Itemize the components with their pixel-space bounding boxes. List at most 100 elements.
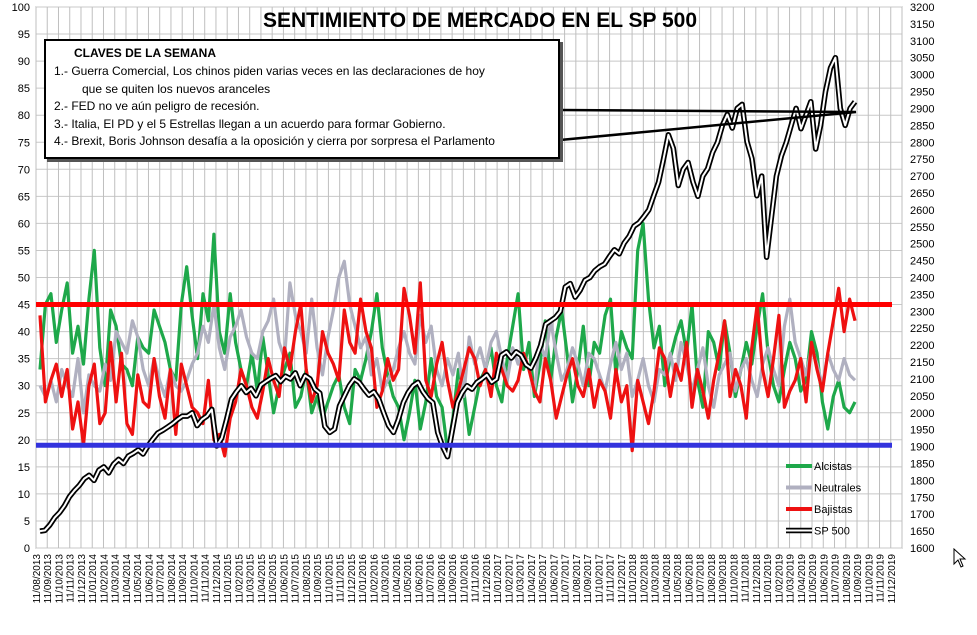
x-tick-label: 11/10/2013 <box>54 554 65 604</box>
y-left-tick-label: 40 <box>18 327 30 339</box>
y-right-tick-label: 2950 <box>910 87 934 99</box>
x-tick-label: 11/11/2017 <box>606 554 617 603</box>
series-line-bajistas <box>38 281 857 458</box>
x-tick-label: 11/07/2018 <box>696 554 707 604</box>
y-right-tick-label: 1600 <box>910 543 934 555</box>
x-tick-label: 11/09/2019 <box>853 554 864 604</box>
y-right-tick-label: 1750 <box>910 492 934 504</box>
y-right-tick-label: 3000 <box>910 70 934 82</box>
x-tick-label: 11/09/2014 <box>178 554 189 604</box>
y-left-tick-label: 10 <box>18 489 30 501</box>
x-tick-label: 11/02/2016 <box>369 554 380 604</box>
x-tick-label: 11/06/2016 <box>414 554 425 604</box>
x-tick-label: 11/04/2014 <box>122 554 133 604</box>
weekly-keys-box: CLAVES DE LA SEMANA 1.- Guerra Comercial… <box>44 39 560 159</box>
legend-label: Alcistas <box>814 461 852 473</box>
weekly-key-2: 2.- FED no ve aún peligro de recesión. <box>54 99 260 113</box>
y-right-tick-label: 2650 <box>910 188 934 200</box>
x-tick-label: 11/04/2016 <box>392 554 403 604</box>
x-tick-label: 11/09/2013 <box>43 554 54 604</box>
y-right-tick-label: 2600 <box>910 205 934 217</box>
y-axis-right: 1600 1650 1700 1750 1800 1850 1900 1950 2000 2050… <box>910 2 934 555</box>
y-right-tick-label: 1900 <box>910 442 934 454</box>
reference-lines <box>36 302 892 448</box>
weekly-key-1-cont: que se quiten los nuevos aranceles <box>82 81 271 96</box>
legend-label: Neutrales <box>814 483 862 495</box>
x-tick-label: 11/12/2015 <box>347 554 358 604</box>
y-left-tick-label: 50 <box>18 273 30 285</box>
x-tick-label: 11/03/2015 <box>246 554 257 604</box>
x-tick-label: 11/04/2015 <box>257 554 268 604</box>
y-left-tick-label: 45 <box>18 300 30 312</box>
mouse-pointer-icon <box>953 548 967 568</box>
x-tick-label: 11/07/2019 <box>831 554 842 604</box>
x-tick-label: 11/08/2017 <box>572 554 583 604</box>
x-tick-label: 11/07/2014 <box>156 554 167 604</box>
y-right-tick-label: 2800 <box>910 137 934 149</box>
x-tick-label: 11/07/2017 <box>561 554 572 604</box>
x-tick-label: 11/10/2016 <box>459 554 470 604</box>
x-tick-label: 11/08/2014 <box>167 554 178 604</box>
y-left-tick-label: 25 <box>18 408 30 420</box>
y-right-tick-label: 2500 <box>910 239 934 251</box>
x-tick-label: 11/02/2015 <box>234 554 245 604</box>
x-tick-label: 11/02/2014 <box>99 554 110 604</box>
y-right-tick-label: 3100 <box>910 36 934 48</box>
y-right-tick-label: 2750 <box>910 154 934 166</box>
x-tick-label: 11/02/2019 <box>774 554 785 604</box>
callout-connector <box>559 108 857 142</box>
y-left-tick-label: 0 <box>24 543 30 555</box>
y-right-tick-label: 2450 <box>910 256 934 268</box>
x-tick-label: 11/10/2017 <box>594 554 605 604</box>
y-right-tick-label: 1650 <box>910 526 934 538</box>
x-tick-label: 11/01/2014 <box>88 554 99 604</box>
y-axis-left: 0 5 10 15 20 25 30 35 40 45 50 55 60 65 70 75 80 85 90 95 10… <box>12 2 30 555</box>
x-tick-label: 11/11/2016 <box>471 554 482 603</box>
x-tick-label: 11/09/2016 <box>448 554 459 604</box>
x-tick-label: 11/10/2015 <box>324 554 335 604</box>
x-tick-label: 11/11/2014 <box>201 554 212 603</box>
x-tick-label: 11/09/2015 <box>313 554 324 604</box>
x-tick-label: 11/03/2016 <box>381 554 392 604</box>
weekly-key-3: 3.- Italia, El PD y el 5 Estrellas llega… <box>54 116 446 131</box>
y-right-tick-label: 2150 <box>910 357 934 369</box>
y-right-tick-label: 2100 <box>910 374 934 386</box>
weekly-key-1: 1.- Guerra Comercial, Los chinos piden v… <box>54 64 485 78</box>
x-tick-label: 11/11/2015 <box>336 554 347 603</box>
y-right-tick-label: 2200 <box>910 340 934 352</box>
x-tick-label: 11/01/2017 <box>493 554 504 604</box>
x-tick-label: 11/05/2019 <box>808 554 819 604</box>
x-tick-label: 11/09/2017 <box>583 554 594 604</box>
y-left-tick-label: 85 <box>18 83 30 95</box>
y-right-tick-label: 2300 <box>910 306 934 318</box>
y-left-tick-label: 5 <box>24 516 30 528</box>
chart-title: SENTIMIENTO DE MERCADO EN EL SP 500 <box>263 9 697 32</box>
y-left-tick-label: 100 <box>12 2 30 14</box>
y-left-tick-label: 55 <box>18 245 30 257</box>
y-right-tick-label: 2850 <box>910 120 934 132</box>
x-tick-label: 11/08/2016 <box>437 554 448 604</box>
y-left-tick-label: 95 <box>18 29 30 41</box>
y-left-tick-label: 90 <box>18 56 30 68</box>
x-tick-label: 11/05/2017 <box>538 554 549 604</box>
y-right-tick-label: 1950 <box>910 425 934 437</box>
y-right-tick-label: 2250 <box>910 323 934 335</box>
x-tick-label: 11/11/2018 <box>741 554 752 603</box>
x-tick-label: 11/06/2019 <box>819 554 830 604</box>
series-line-sp500 <box>39 56 856 533</box>
x-tick-label: 11/03/2014 <box>111 554 122 604</box>
y-left-tick-label: 60 <box>18 218 30 230</box>
y-left-tick-label: 65 <box>18 191 30 203</box>
y-right-tick-label: 2550 <box>910 222 934 234</box>
y-left-tick-label: 20 <box>18 435 30 447</box>
x-tick-label: 11/02/2018 <box>639 554 650 604</box>
x-tick-label: 11/07/2016 <box>426 554 437 604</box>
x-tick-label: 11/08/2015 <box>302 554 313 604</box>
y-right-tick-label: 3200 <box>910 2 934 14</box>
y-right-tick-label: 1800 <box>910 475 934 487</box>
legend: Alcistas Neutrales Bajistas SP 500 <box>786 461 862 538</box>
x-tick-label: 11/01/2016 <box>358 554 369 604</box>
y-right-tick-label: 3050 <box>910 53 934 65</box>
x-tick-label: 11/04/2019 <box>797 554 808 604</box>
x-tick-label: 11/06/2018 <box>684 554 695 604</box>
